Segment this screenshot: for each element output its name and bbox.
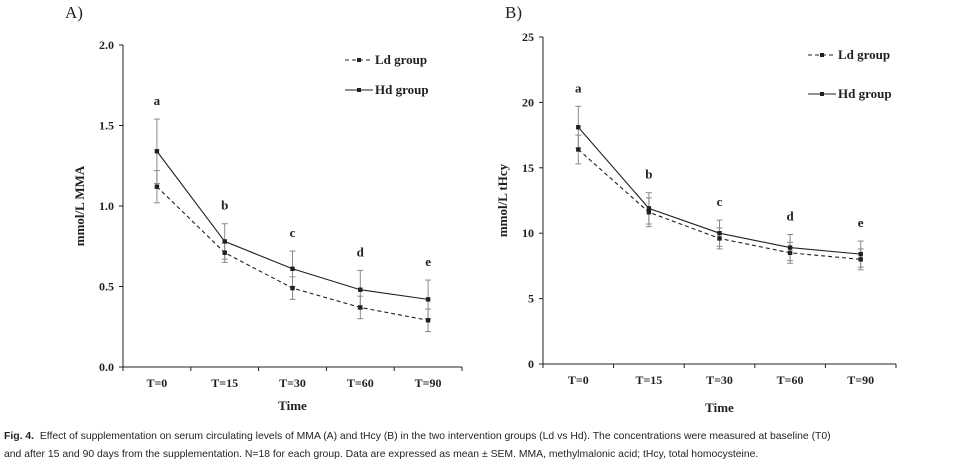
y-tick-label: 1.5 xyxy=(99,119,114,133)
significance-letter: e xyxy=(425,254,431,269)
x-tick-label: T=60 xyxy=(777,373,804,387)
y-tick-label: 1.0 xyxy=(99,199,114,213)
panel-label: A) xyxy=(65,3,83,22)
x-tick-label: T=0 xyxy=(568,373,589,387)
x-tick-label: T=90 xyxy=(847,373,874,387)
y-tick-label: 15 xyxy=(522,161,534,175)
significance-letter: b xyxy=(221,198,228,213)
x-tick-label: T=30 xyxy=(279,376,306,390)
significance-letter: e xyxy=(858,215,864,230)
legend-entry: Ld group xyxy=(838,47,890,62)
y-axis-label: mmol/L tHcy xyxy=(495,163,510,237)
x-tick-label: T=15 xyxy=(635,373,662,387)
legend-entry: Hd group xyxy=(838,86,892,101)
legend-entry: Ld group xyxy=(375,52,427,67)
data-point xyxy=(858,251,863,257)
legend-marker xyxy=(357,58,361,62)
x-tick-label: T=15 xyxy=(211,376,238,390)
figure: A) 0.0 0.5 1.0 1.5 2.0 T=0 T=15 T=30 T=60 T=90 Time… xyxy=(65,3,897,415)
data-point xyxy=(358,305,363,310)
data-point xyxy=(576,125,581,130)
y-tick-label: 10 xyxy=(522,226,534,240)
significance-letter: c xyxy=(290,225,296,240)
legend-entry: Hd group xyxy=(375,82,429,97)
x-tick-label: T=90 xyxy=(415,376,442,390)
y-tick-label: 0.0 xyxy=(99,360,114,374)
y-axis-label: mmol/L MMA xyxy=(72,165,87,246)
data-point xyxy=(787,250,793,256)
caption-label: Fig. 4. xyxy=(4,431,35,442)
y-tick-label: 0.5 xyxy=(99,280,114,294)
legend-marker xyxy=(357,88,361,92)
x-axis-label: Time xyxy=(278,398,307,413)
y-tick-label: 25 xyxy=(522,30,534,44)
significance-letter: d xyxy=(786,209,794,224)
significance-letter: d xyxy=(357,244,365,259)
data-point xyxy=(646,210,652,215)
data-point xyxy=(358,287,363,292)
data-point xyxy=(290,285,295,291)
significance-letter: a xyxy=(154,93,161,108)
legend-marker xyxy=(820,92,824,96)
y-tick-label: 20 xyxy=(522,95,534,109)
data-point xyxy=(646,206,652,211)
caption-line-2: and after 15 and 90 days from the supple… xyxy=(4,449,759,460)
data-point xyxy=(858,257,863,262)
data-point xyxy=(425,297,431,302)
caption-line-1: Effect of supplementation on serum circu… xyxy=(39,431,831,442)
legend-marker xyxy=(820,53,824,57)
significance-letter: a xyxy=(575,80,582,95)
figure-caption: Fig. 4. Effect of supplementation on ser… xyxy=(4,428,959,464)
data-point xyxy=(290,266,295,271)
y-tick-label: 2.0 xyxy=(99,38,114,52)
significance-letter: c xyxy=(717,194,723,209)
data-point xyxy=(717,231,722,236)
x-tick-label: T=30 xyxy=(706,373,733,387)
data-point xyxy=(717,236,722,241)
data-point xyxy=(154,149,160,154)
x-axis-label: Time xyxy=(705,400,734,415)
data-point xyxy=(154,184,160,189)
data-point xyxy=(222,250,227,255)
y-tick-label: 0 xyxy=(528,357,534,371)
data-point xyxy=(222,239,227,244)
x-tick-label: T=60 xyxy=(347,376,374,390)
x-tick-label: T=0 xyxy=(146,376,167,390)
significance-letter: b xyxy=(645,167,652,182)
panel-label: B) xyxy=(505,3,522,22)
data-point xyxy=(576,147,581,152)
data-point xyxy=(425,318,431,323)
y-tick-label: 5 xyxy=(528,292,534,306)
data-point xyxy=(787,245,793,250)
